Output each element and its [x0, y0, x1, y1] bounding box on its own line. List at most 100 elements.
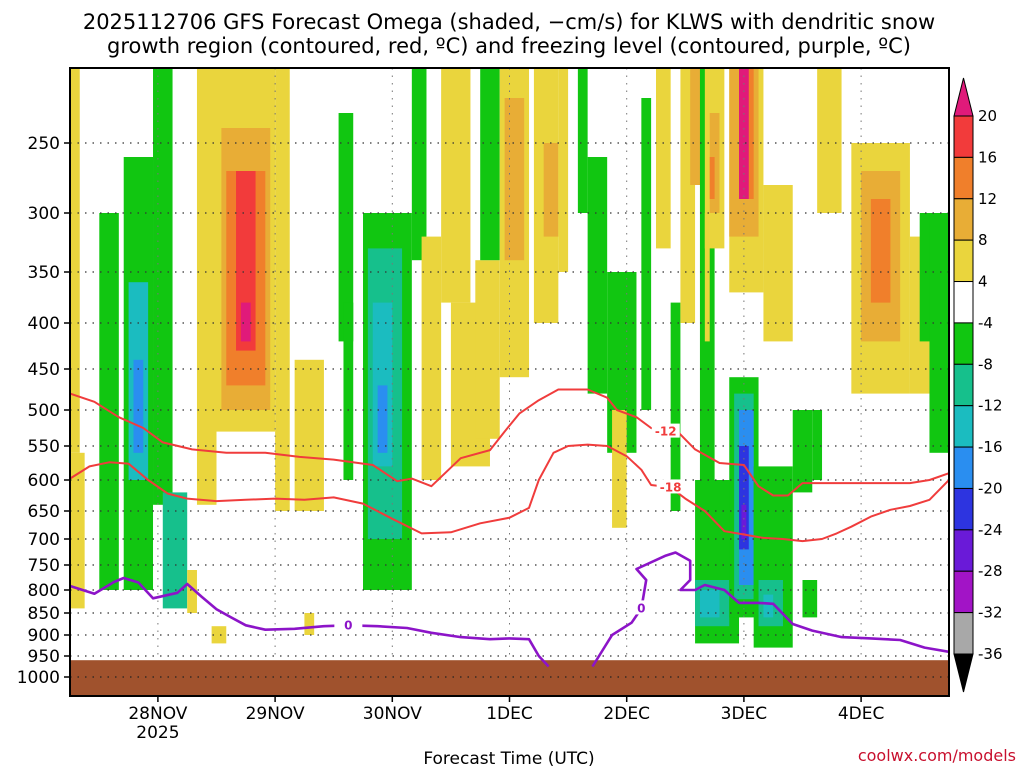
colorbar: 20 16 12 8 4 -4 -8 -12 -16 -20 -24 -28 -32 -36: [953, 77, 1003, 693]
omega-cell: [70, 452, 85, 609]
omega-cell: [99, 213, 119, 590]
omega-cell: [741, 504, 747, 539]
colorbar-tick-label: 4: [978, 273, 988, 291]
y-tick-label: 550: [28, 437, 60, 457]
omega-cell: [817, 68, 842, 213]
x-tick-label: 1DEC: [486, 704, 533, 724]
omega-cell: [704, 213, 710, 342]
colorbar-tick-label: 12: [978, 190, 997, 208]
colorbar-swatch: [953, 156, 974, 200]
omega-cell: [802, 580, 818, 618]
colorbar-top-arrow: [953, 77, 974, 117]
colorbar-swatch: [953, 405, 974, 448]
colorbar-tick-label: -36: [978, 645, 1003, 663]
omega-cell: [709, 157, 715, 199]
omega-cell: [763, 594, 774, 618]
chart-title-line2: growth region (contoured, red, ºC) and f…: [107, 34, 911, 58]
contours: -12 -18 0 0: [70, 388, 949, 668]
contour-label: -18: [660, 480, 682, 494]
y-tick-label: 400: [28, 314, 60, 334]
y-tick-label: 450: [28, 360, 60, 380]
omega-cell: [699, 590, 720, 618]
y-tick-label: 250: [28, 134, 60, 154]
contour-label-bg: [334, 617, 363, 632]
omega-cell: [304, 613, 315, 635]
x-tick-label: 3DEC: [721, 704, 768, 724]
omega-cell: [240, 302, 251, 342]
colorbar-swatch: [953, 115, 974, 158]
freezing-level-contour-purple: [70, 576, 550, 668]
colorbar-tick-label: 16: [978, 148, 997, 166]
colorbar-swatch: [953, 529, 974, 572]
colorbar-swatch: [953, 239, 974, 283]
colorbar-tick-label: -32: [978, 604, 1003, 622]
omega-cell: [641, 98, 652, 410]
omega-cell: [377, 385, 388, 453]
freezing-level-contour-purple: [591, 551, 949, 668]
omega-cell: [739, 446, 749, 550]
contour-label-bg: [656, 479, 685, 494]
chart-title-line1: 2025112706 GFS Forecast Omega (shaded, −…: [83, 10, 935, 34]
omega-cell: [812, 410, 823, 480]
omega-cell: [421, 236, 442, 480]
omega-cell: [187, 570, 197, 613]
x-tick-label: 30NOV: [363, 704, 422, 724]
colorbar-swatch: [953, 281, 974, 324]
colorbar-tick-label: 8: [978, 231, 988, 249]
contour-label-bg: [651, 423, 680, 438]
omega-cell: [343, 302, 354, 480]
omega-cell: [670, 302, 681, 511]
omega-shading: [70, 68, 949, 648]
omega-cell: [504, 98, 525, 261]
omega-cell: [70, 68, 80, 453]
colorbar-swatch: [953, 446, 974, 489]
contour-label-bg: [627, 600, 656, 615]
colorbar-tick-label: -28: [978, 562, 1003, 580]
colorbar-tick-label: -8: [978, 355, 993, 373]
contour-label: 0: [637, 601, 645, 615]
omega-cell: [577, 68, 588, 213]
ground-fill: [70, 660, 949, 696]
y-tick-label: 850: [28, 604, 60, 624]
x-axis-label: Forecast Time (UTC): [423, 749, 594, 768]
y-tick-label: 700: [28, 530, 60, 550]
omega-cell: [612, 410, 627, 528]
colorbar-swatch: [953, 363, 974, 407]
omega-cell: [196, 68, 217, 505]
omega-cell: [543, 143, 559, 237]
omega-cell: [411, 68, 427, 261]
y-tick-label: 650: [28, 502, 60, 522]
contour-label: -12: [655, 425, 677, 439]
omega-cell: [441, 68, 471, 303]
y-tick-label: 750: [28, 556, 60, 576]
omega-cell: [153, 68, 173, 505]
colorbar-swatch: [953, 322, 974, 365]
colorbar-swatch: [953, 612, 974, 655]
colorbar-tick-label: -20: [978, 479, 1003, 497]
y-tick-label: 1000: [17, 668, 60, 688]
colorbar-tick-label: -16: [978, 438, 1003, 456]
omega-cell: [162, 492, 188, 609]
colorbar-bottom-arrow: [953, 653, 974, 693]
colorbar-tick-label: -24: [978, 521, 1003, 539]
x-tick-sublabel: 2025: [136, 723, 179, 743]
below-ground-fill: [70, 660, 949, 696]
omega-cell: [480, 68, 500, 261]
omega-cell: [133, 359, 144, 453]
colorbar-swatch: [953, 198, 974, 241]
x-tick-label: 28NOV: [128, 704, 187, 724]
colorbar-swatch: [953, 570, 974, 614]
colorbar-tick-label: -4: [978, 314, 993, 332]
dgz-contour-red: [70, 388, 949, 497]
y-tick-label: 950: [28, 647, 60, 667]
y-tick-label: 600: [28, 471, 60, 491]
omega-cell: [294, 359, 324, 511]
y-tick-label: 900: [28, 626, 60, 646]
y-tick-label: 500: [28, 401, 60, 421]
colorbar-swatch: [953, 487, 974, 531]
omega-cell: [656, 68, 671, 249]
y-tick-label: 300: [28, 204, 60, 224]
omega-cell: [587, 157, 608, 394]
y-tick-label: 350: [28, 263, 60, 283]
